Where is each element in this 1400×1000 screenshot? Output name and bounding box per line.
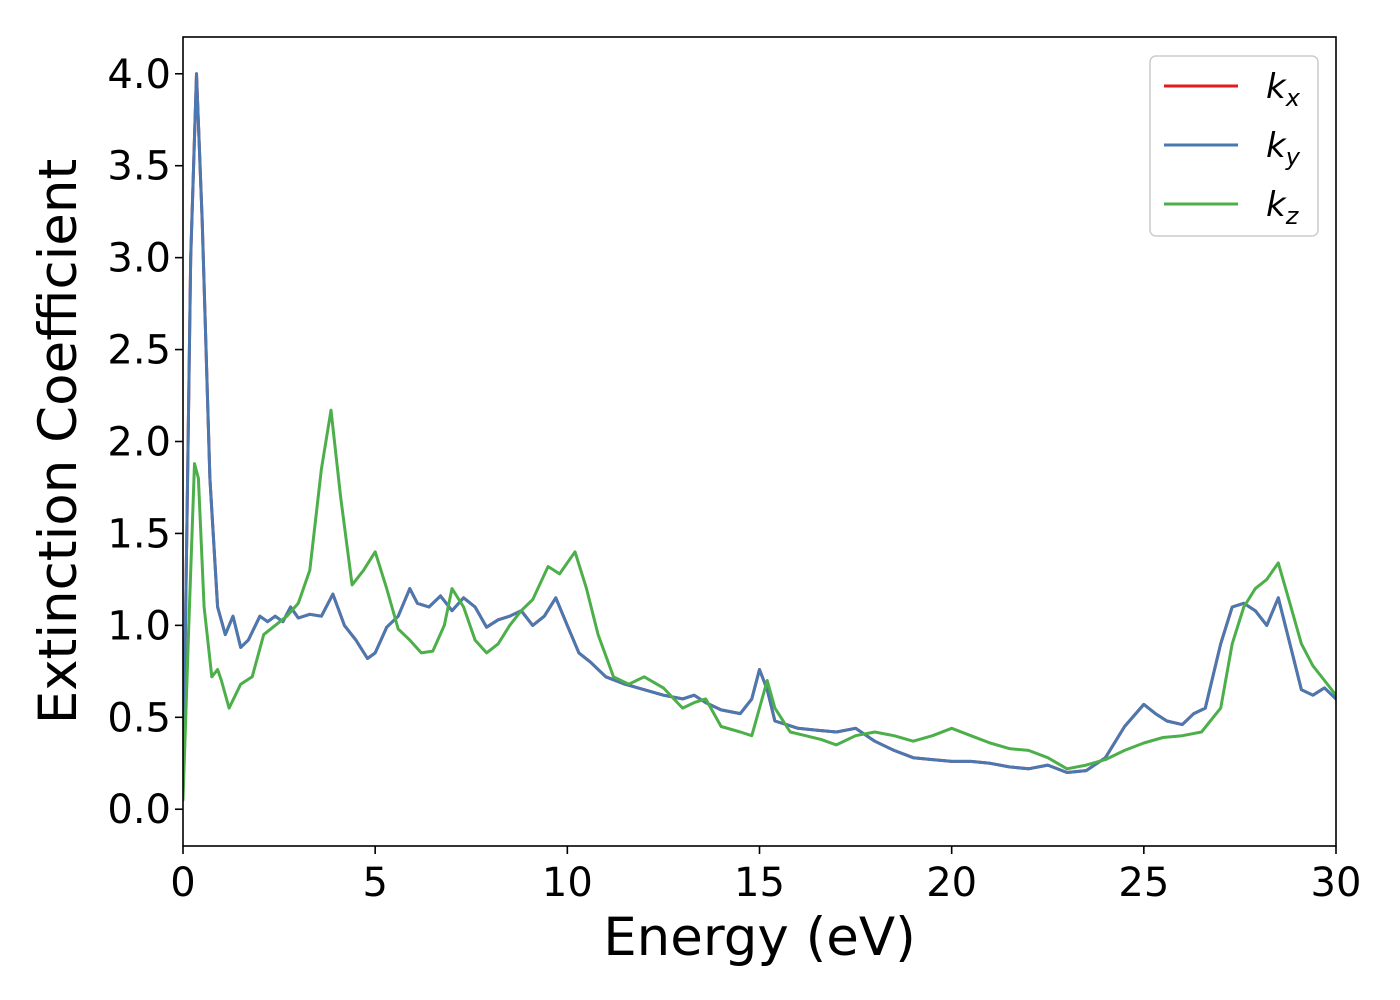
x-tick-label: 20: [926, 860, 977, 906]
legend-label: kz: [1266, 185, 1300, 230]
legend: kx ky kz: [1149, 55, 1319, 237]
y-tick-label: 1.0: [107, 603, 171, 649]
y-axis-ticks: 0.0 0.5 1.0 1.5 2.0 2.5 3.0 3.5 4.0: [107, 52, 183, 833]
x-tick-label: 10: [542, 860, 593, 906]
legend-label: ky: [1266, 126, 1301, 171]
series-line-k-z: [183, 408, 1336, 802]
x-tick-label: 5: [362, 860, 387, 906]
legend-item-k-z: kz: [1164, 185, 1300, 230]
x-tick-label: 0: [170, 860, 195, 906]
x-axis-ticks: 0 5 10 15 20 25 30: [170, 846, 1361, 906]
y-tick-label: 2.5: [107, 328, 171, 374]
y-tick-label: 0.0: [107, 787, 171, 833]
y-tick-label: 3.5: [107, 144, 171, 190]
y-tick-label: 0.5: [107, 695, 171, 741]
legend-item-k-y: ky: [1164, 126, 1301, 171]
series-layer: [183, 72, 1336, 802]
y-tick-label: 4.0: [107, 52, 171, 98]
x-tick-label: 25: [1118, 860, 1169, 906]
y-tick-label: 2.0: [107, 420, 171, 466]
y-axis-title: Extinction Coefficient: [28, 159, 89, 725]
x-tick-label: 30: [1311, 860, 1362, 906]
x-tick-label: 15: [734, 860, 785, 906]
y-tick-label: 1.5: [107, 511, 171, 557]
legend-item-k-x: kx: [1164, 67, 1301, 112]
y-tick-label: 3.0: [107, 236, 171, 282]
x-axis-title: Energy (eV): [603, 907, 916, 968]
legend-label: kx: [1266, 67, 1301, 112]
